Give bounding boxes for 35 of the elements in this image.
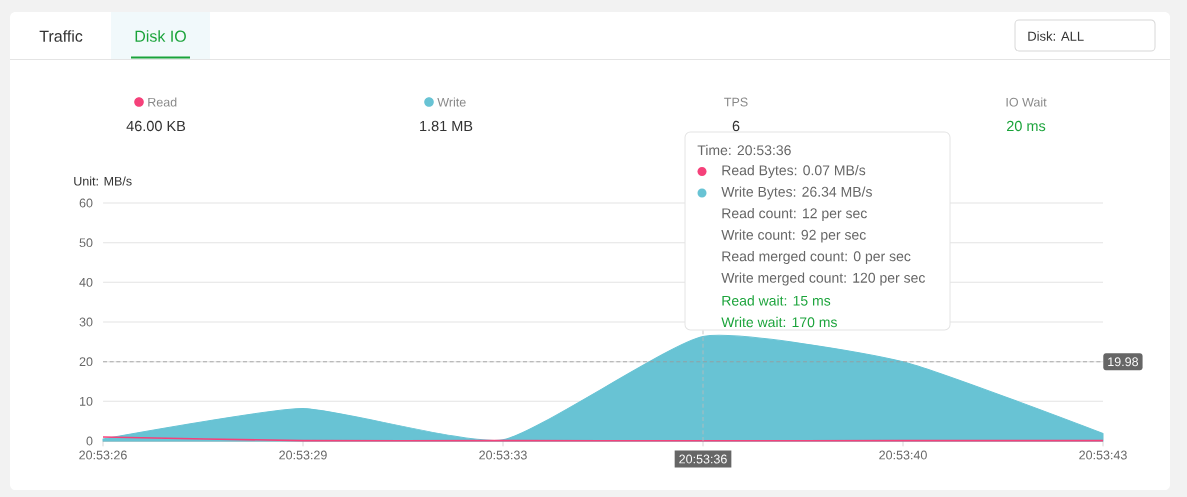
text: Write Bytes: 26.34 MB/s: [721, 186, 872, 200]
annotation: Read merged count: 0 per sec: [722, 250, 911, 265]
text: Read Bytes: 0.07 MB/s: [722, 164, 866, 179]
annotation: Read count: 12 per sec: [722, 207, 867, 222]
text: IO Wait: [1006, 97, 1047, 107]
legend-label: Write: [437, 97, 466, 107]
ref-line-label: 19.98: [1108, 357, 1139, 367]
annotation: Read wait: 15 ms: [722, 295, 831, 306]
y-tick-label: 60: [79, 198, 93, 208]
annotation: Write wait: 170 ms: [721, 316, 837, 328]
x-tick-label: 20:53:40: [879, 450, 927, 460]
y-tick-label: 40: [79, 277, 93, 287]
text: TPS: [724, 97, 748, 107]
text: 46.00 KB: [126, 120, 186, 132]
x-tick-label: 20:53:33: [479, 450, 527, 460]
text: 1.81 MB: [420, 120, 473, 132]
text: Disk IO: [135, 30, 186, 42]
x-tick-label: 20:53:29: [279, 450, 327, 460]
text: Time: 20:53:36: [697, 144, 791, 156]
y-tick-label: 20: [79, 357, 93, 367]
y-tick-label: 50: [79, 238, 93, 248]
y-tick-label: 0: [86, 436, 93, 446]
annotation: Write merged count: 120 per sec: [721, 272, 926, 286]
text: Disk: ALL: [1028, 31, 1084, 41]
x-tick-label: 20:53:26: [79, 450, 127, 460]
x-tick-label: 20:53:36: [679, 454, 727, 464]
legend-label: Read: [148, 97, 177, 107]
x-tick-label: 20:53:43: [1079, 450, 1127, 460]
annotation: Write count: 92 per sec: [721, 229, 866, 243]
y-axis-title: Unit: MB/s: [74, 176, 132, 186]
y-tick-label: 10: [80, 396, 93, 406]
text: 6: [732, 120, 740, 132]
text: 20 ms: [1006, 120, 1046, 132]
y-tick-label: 30: [79, 317, 93, 327]
text: Traffic: [39, 30, 83, 42]
